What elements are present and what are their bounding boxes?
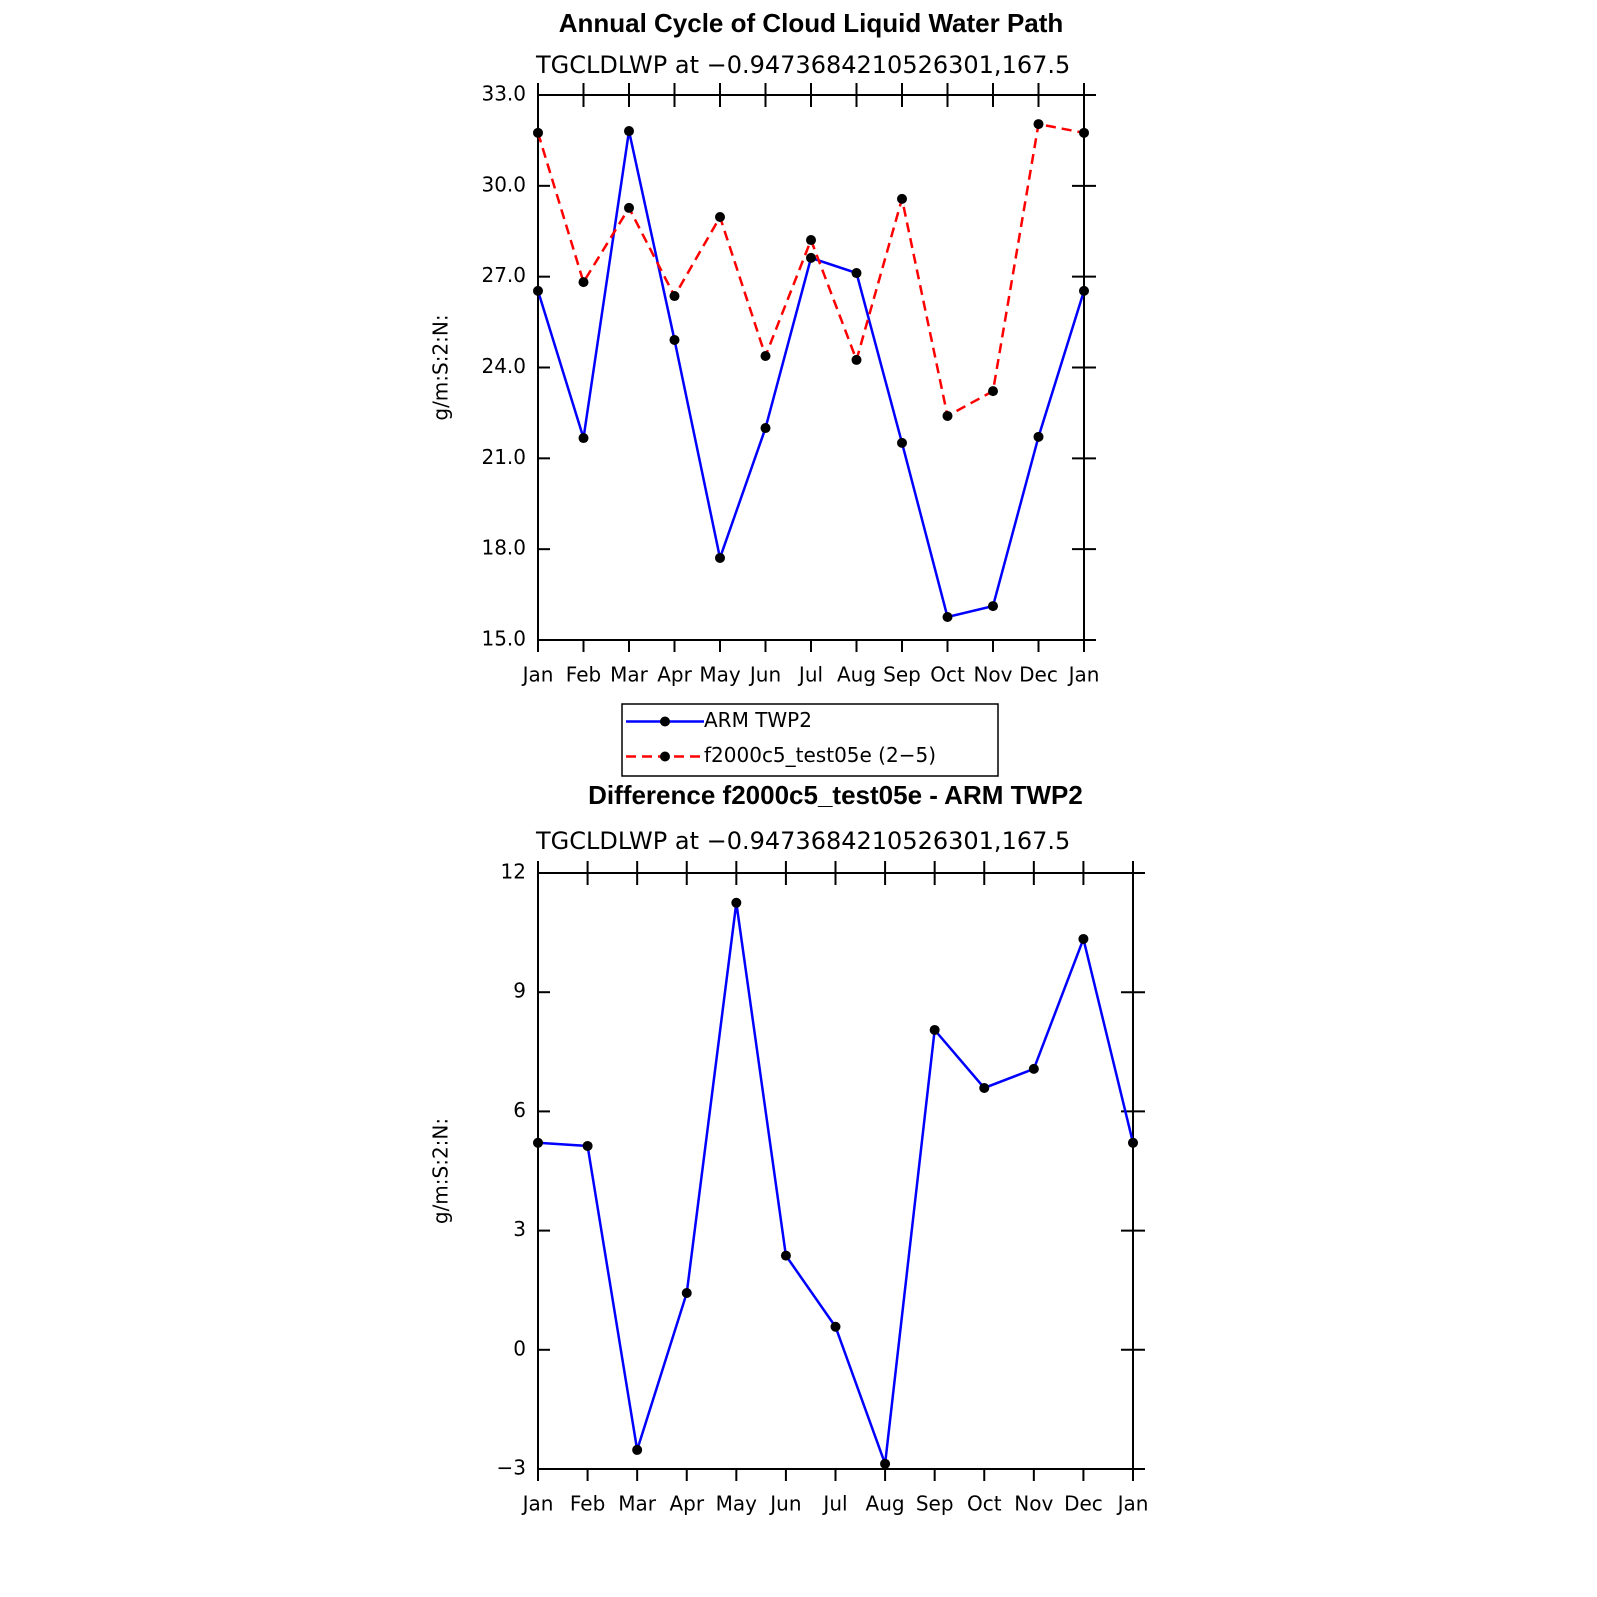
- x-tick-label: Jan: [521, 1492, 554, 1516]
- y-tick-label: 33.0: [481, 82, 526, 106]
- data-point: [1078, 933, 1089, 944]
- data-point: [681, 1287, 692, 1298]
- x-tick-label: Feb: [570, 1492, 605, 1516]
- data-point: [880, 1458, 891, 1469]
- data-line: [536, 122, 1085, 418]
- x-tick-label: Jun: [748, 663, 781, 687]
- y-tick-label: 12: [501, 860, 526, 884]
- data-point: [1079, 127, 1089, 138]
- data-point: [632, 1444, 643, 1455]
- data-point: [533, 285, 543, 296]
- chart-subtitle: TGCLDLWP at −0.9473684210526301,167.5: [535, 51, 1070, 79]
- data-point: [578, 277, 589, 288]
- x-tick-label: Jun: [768, 1492, 801, 1516]
- y-tick-label: 15.0: [481, 627, 526, 651]
- plot-frame: [537, 94, 1085, 641]
- x-tick-label: Nov: [1014, 1492, 1053, 1516]
- data-point: [988, 386, 998, 397]
- x-tick-label: Sep: [916, 1492, 954, 1516]
- x-tick-label: Oct: [930, 663, 965, 687]
- x-tick-label: Jan: [521, 663, 554, 687]
- x-tick-label: Feb: [566, 663, 601, 687]
- data-point: [1033, 431, 1044, 442]
- x-tick-label: Jul: [821, 1492, 847, 1516]
- y-tick-label: 24.0: [481, 354, 526, 378]
- data-point: [1028, 1063, 1039, 1074]
- x-tick-label: May: [716, 1492, 758, 1516]
- data-point: [582, 1140, 593, 1151]
- x-tick-label: Nov: [973, 663, 1012, 687]
- data-point: [760, 350, 771, 361]
- data-point: [533, 1137, 543, 1148]
- x-tick-label: Apr: [657, 663, 692, 687]
- y-tick-label: 30.0: [481, 172, 526, 196]
- data-point: [830, 1321, 841, 1332]
- data-point: [897, 437, 907, 448]
- data-line: [537, 902, 1135, 1465]
- data-point: [979, 1082, 990, 1093]
- data-point: [760, 423, 771, 434]
- data-line: [536, 130, 1086, 619]
- x-tick-label: Jan: [1116, 1492, 1149, 1516]
- data-point: [1079, 285, 1089, 296]
- x-tick-label: Oct: [967, 1492, 1002, 1516]
- legend-label: f2000c5_test05e (2−5): [704, 743, 936, 767]
- data-point: [669, 291, 680, 302]
- data-point: [669, 334, 680, 345]
- y-tick-label: 27.0: [481, 263, 526, 287]
- data-point: [624, 202, 634, 213]
- data-point: [533, 127, 543, 138]
- chart-title: Annual Cycle of Cloud Liquid Water Path: [559, 8, 1064, 38]
- data-point: [731, 897, 742, 908]
- data-point: [929, 1024, 940, 1035]
- data-point: [624, 126, 634, 137]
- x-tick-label: May: [699, 663, 741, 687]
- y-tick-label: 9: [513, 979, 526, 1003]
- data-point: [1033, 119, 1044, 130]
- data-point: [942, 611, 953, 622]
- legend-marker: [660, 751, 670, 762]
- x-tick-label: Dec: [1019, 663, 1058, 687]
- y-tick-label: 0: [513, 1336, 526, 1360]
- data-point: [806, 252, 816, 263]
- x-tick-label: Jul: [797, 663, 823, 687]
- y-tick-label: 3: [513, 1217, 526, 1241]
- x-tick-label: Sep: [883, 663, 921, 687]
- data-point: [578, 433, 589, 444]
- y-axis-label: g/m:S:2:N:: [429, 1118, 453, 1224]
- data-point: [851, 268, 862, 279]
- data-point: [715, 212, 725, 223]
- x-tick-label: Dec: [1064, 1492, 1103, 1516]
- data-point: [715, 552, 725, 563]
- x-tick-label: Apr: [669, 1492, 704, 1516]
- data-point: [780, 1250, 791, 1261]
- data-point: [806, 235, 816, 246]
- y-tick-label: −3: [497, 1456, 526, 1480]
- y-tick-label: 21.0: [481, 445, 526, 469]
- x-tick-label: Mar: [610, 663, 649, 687]
- chart-title: Difference f2000c5_test05e - ARM TWP2: [588, 780, 1083, 810]
- plot-frame: [537, 872, 1134, 1470]
- data-point: [988, 601, 998, 612]
- x-tick-label: Aug: [866, 1492, 905, 1516]
- chart-subtitle: TGCLDLWP at −0.9473684210526301,167.5: [535, 827, 1070, 855]
- data-point: [897, 193, 907, 204]
- data-point: [1128, 1137, 1138, 1148]
- legend-label: ARM TWP2: [704, 708, 812, 732]
- data-point: [942, 410, 953, 421]
- legend-marker: [660, 716, 670, 727]
- x-tick-label: Jan: [1067, 663, 1100, 687]
- legend-box: [621, 703, 999, 777]
- x-tick-label: Aug: [837, 663, 876, 687]
- y-axis-label: g/m:S:2:N:: [429, 314, 453, 420]
- data-point: [851, 354, 862, 365]
- y-tick-label: 6: [513, 1098, 526, 1122]
- y-tick-label: 18.0: [481, 536, 526, 560]
- x-tick-label: Mar: [618, 1492, 657, 1516]
